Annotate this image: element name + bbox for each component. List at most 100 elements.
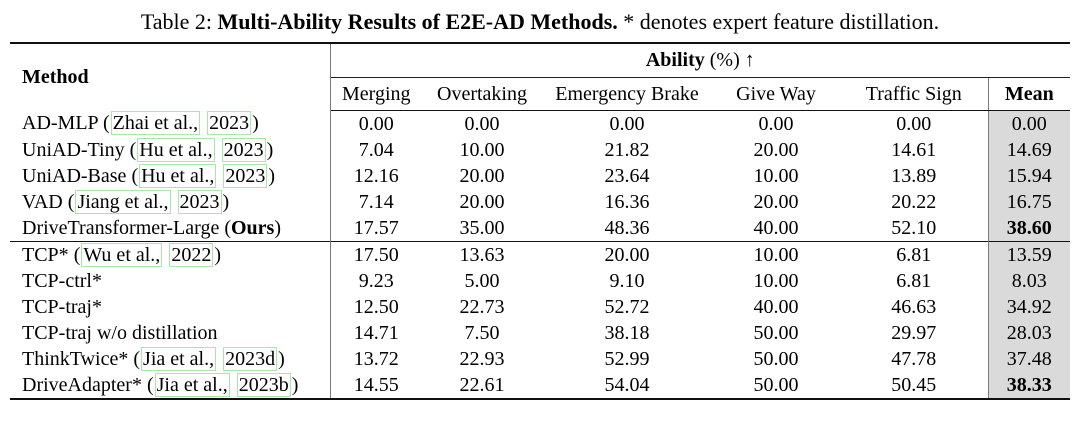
value-cell: 10.00 <box>712 241 840 268</box>
results-table: Method Ability (%) ↑ Merging Overtaking … <box>10 42 1071 400</box>
value-cell: 46.63 <box>891 295 937 318</box>
mean-cell: 38.33 <box>987 372 1071 399</box>
mean-cell: 34.92 <box>987 294 1071 320</box>
citation-link-year[interactable]: 2023d <box>223 346 278 371</box>
value-cell: 9.23 <box>358 269 394 292</box>
mean-cell: 38.60 <box>987 215 1071 242</box>
value-cell: 7.14 <box>358 190 394 213</box>
value-cell: 7.50 <box>464 321 500 344</box>
value-cell: 47.78 <box>891 347 937 370</box>
value-cell: 0.00 <box>464 112 500 135</box>
value-cell: 22.73 <box>459 295 505 318</box>
value-cell: 40.00 <box>753 295 799 318</box>
method-cell: UniAD-Base (Hu et al., 2023) <box>10 163 331 189</box>
value-cell: 35.00 <box>459 216 505 239</box>
citation-link-author[interactable]: Zhai et al., <box>110 111 201 136</box>
citation-link-author[interactable]: Wu et al., <box>81 242 163 267</box>
value-cell: 23.64 <box>604 164 650 187</box>
citation-link-year[interactable]: 2023 <box>223 163 268 188</box>
table-row: TCP-ctrl* 9.23 5.00 9.10 10.00 6.81 8.03 <box>10 268 1071 294</box>
caption-title: Multi-Ability Results of E2E-AD Methods. <box>217 9 618 34</box>
value-cell: 20.00 <box>753 138 799 161</box>
value-cell: 20.00 <box>542 241 712 268</box>
mean-cell: 28.03 <box>987 320 1071 346</box>
value-cell: 5.00 <box>464 269 500 292</box>
table-row: AD-MLP (Zhai et al., 2023) 0.00 0.00 0.00 0.… <box>10 110 1071 137</box>
value-cell: 38.18 <box>604 321 650 344</box>
table-row: TCP* (Wu et al., 2022) 17.50 13.63 20.00 10.… <box>10 241 1071 268</box>
table-row: DriveTransformer-Large (Ours) 17.57 35.00 4… <box>10 215 1071 242</box>
value-cell: 21.82 <box>604 138 650 161</box>
value-cell: 14.55 <box>353 373 399 396</box>
citation-link-author[interactable]: Jia et al., <box>141 346 217 371</box>
value-cell: 22.61 <box>459 373 505 396</box>
value-cell: 16.36 <box>604 190 650 213</box>
column-header-emergency-brake: Emergency Brake <box>542 77 712 111</box>
citation-link-year[interactable]: 2023b <box>236 372 291 397</box>
value-cell: 10.00 <box>459 138 505 161</box>
value-cell: 50.45 <box>891 373 937 396</box>
table-row: ThinkTwice* (Jia et al., 2023d) 13.72 22.9… <box>10 346 1071 372</box>
value-cell: 0.00 <box>758 112 794 135</box>
method-cell: UniAD-Tiny (Hu et al., 2023) <box>10 137 331 163</box>
table-caption: Table 2: Multi-Ability Results of E2E-AD… <box>0 0 1080 35</box>
mean-cell: 37.48 <box>987 346 1071 372</box>
caption-note: * denotes expert feature distillation. <box>617 9 940 34</box>
table-row: UniAD-Tiny (Hu et al., 2023) 7.04 10.00 21.… <box>10 137 1071 163</box>
value-cell: 48.36 <box>604 216 650 239</box>
value-cell: 50.00 <box>753 373 799 396</box>
ability-label-rest: (%) ↑ <box>704 49 755 71</box>
value-cell: 6.81 <box>840 241 988 268</box>
column-header-merging: Merging <box>330 77 422 111</box>
column-header-mean: Mean <box>987 77 1071 111</box>
value-cell: 17.50 <box>330 241 422 268</box>
mean-cell: 8.03 <box>987 268 1071 294</box>
value-cell: 40.00 <box>753 216 799 239</box>
value-cell: 14.61 <box>891 138 937 161</box>
method-cell: TCP-traj* <box>10 294 331 320</box>
method-cell: VAD (Jiang et al., 2023) <box>10 189 331 215</box>
citation-link-author[interactable]: Jia et al., <box>154 372 230 397</box>
method-cell: DriveTransformer-Large (Ours) <box>10 215 331 242</box>
value-cell: 12.16 <box>353 164 399 187</box>
value-cell: 6.81 <box>896 269 932 292</box>
value-cell: 20.00 <box>753 190 799 213</box>
value-cell: 54.04 <box>604 373 650 396</box>
method-cell: TCP-ctrl* <box>10 268 331 294</box>
value-cell: 29.97 <box>891 321 937 344</box>
value-cell: 7.04 <box>358 138 394 161</box>
value-cell: 0.00 <box>896 112 932 135</box>
mean-cell: 16.75 <box>987 189 1071 215</box>
citation-link-year[interactable]: 2023 <box>207 111 252 136</box>
method-column-header: Method <box>10 43 331 111</box>
citation-link-author[interactable]: Hu et al., <box>139 163 217 188</box>
column-header-give-way: Give Way <box>712 77 840 111</box>
value-cell: 12.50 <box>353 295 399 318</box>
value-cell: 13.63 <box>422 241 542 268</box>
citation-link-year[interactable]: 2022 <box>169 242 214 267</box>
value-cell: 10.00 <box>753 164 799 187</box>
value-cell: 13.89 <box>891 164 937 187</box>
value-cell: 22.93 <box>459 347 505 370</box>
table-row: VAD (Jiang et al., 2023) 7.14 20.00 16.36 20… <box>10 189 1071 215</box>
value-cell: 50.00 <box>753 321 799 344</box>
table-row: UniAD-Base (Hu et al., 2023) 12.16 20.00 23… <box>10 163 1071 189</box>
ours-label: Ours <box>231 216 275 239</box>
mean-cell: 15.94 <box>987 163 1071 189</box>
method-cell: TCP-traj w/o distillation <box>10 320 331 346</box>
value-cell: 10.00 <box>753 269 799 292</box>
table-row: TCP-traj* 12.50 22.73 52.72 40.00 46.63 34.92 <box>10 294 1071 320</box>
citation-link-year[interactable]: 2023 <box>221 137 266 162</box>
ability-header-cell: Ability (%) ↑ <box>330 43 1071 78</box>
citation-link-year[interactable]: 2023 <box>177 189 222 214</box>
table-row: DriveAdapter* (Jia et al., 2023b) 14.55 22… <box>10 372 1071 399</box>
value-cell: 14.71 <box>353 321 399 344</box>
table-row: TCP-traj w/o distillation 14.71 7.50 38.18 5… <box>10 320 1071 346</box>
value-cell: 52.99 <box>604 347 650 370</box>
mean-cell: 13.59 <box>987 241 1071 268</box>
method-cell: AD-MLP (Zhai et al., 2023) <box>10 110 331 137</box>
citation-link-author[interactable]: Hu et al., <box>137 137 215 162</box>
citation-link-author[interactable]: Jiang et al., <box>75 189 171 214</box>
value-cell: 50.00 <box>753 347 799 370</box>
column-header-row: Merging Overtaking Emergency Brake Give … <box>10 77 1071 111</box>
